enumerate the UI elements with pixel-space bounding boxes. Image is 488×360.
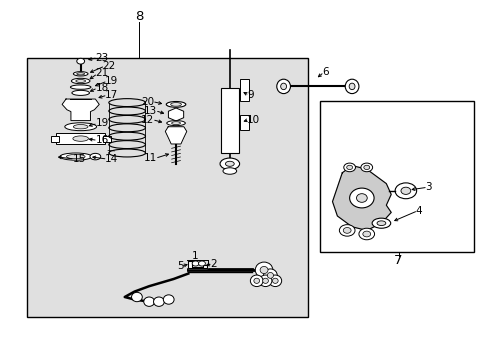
Text: 16: 16 xyxy=(95,135,108,145)
Ellipse shape xyxy=(253,278,259,283)
Ellipse shape xyxy=(60,153,92,160)
Circle shape xyxy=(362,231,370,237)
Ellipse shape xyxy=(70,85,91,89)
Ellipse shape xyxy=(259,275,271,287)
Circle shape xyxy=(346,165,352,170)
Ellipse shape xyxy=(356,194,366,202)
Ellipse shape xyxy=(76,80,85,82)
Ellipse shape xyxy=(131,292,142,302)
Ellipse shape xyxy=(72,90,89,95)
Ellipse shape xyxy=(349,188,373,208)
Text: 19: 19 xyxy=(95,118,108,129)
Text: 8: 8 xyxy=(135,10,143,23)
Ellipse shape xyxy=(280,83,286,90)
Ellipse shape xyxy=(143,297,154,306)
Circle shape xyxy=(192,261,199,266)
Ellipse shape xyxy=(223,168,236,174)
Ellipse shape xyxy=(263,269,277,282)
Text: 5: 5 xyxy=(176,261,183,271)
Text: 4: 4 xyxy=(415,206,422,216)
Ellipse shape xyxy=(255,262,272,278)
Text: 10: 10 xyxy=(246,114,260,125)
Ellipse shape xyxy=(225,161,234,166)
Ellipse shape xyxy=(77,73,84,75)
Text: 7: 7 xyxy=(393,255,402,267)
Circle shape xyxy=(77,58,84,64)
Ellipse shape xyxy=(276,79,290,94)
Text: 18: 18 xyxy=(95,83,108,93)
Circle shape xyxy=(400,187,410,194)
Text: 12: 12 xyxy=(141,114,154,125)
Text: 15: 15 xyxy=(72,154,85,164)
Text: 11: 11 xyxy=(144,153,157,163)
Text: 19: 19 xyxy=(105,76,118,86)
Text: 20: 20 xyxy=(141,96,154,107)
Text: 9: 9 xyxy=(246,90,253,100)
Text: 21: 21 xyxy=(95,68,108,78)
Ellipse shape xyxy=(171,122,180,125)
Ellipse shape xyxy=(220,158,239,170)
Ellipse shape xyxy=(262,278,268,283)
Polygon shape xyxy=(62,99,99,121)
Bar xyxy=(320,101,473,252)
Circle shape xyxy=(343,163,355,172)
Ellipse shape xyxy=(250,275,263,287)
Ellipse shape xyxy=(66,154,85,159)
Text: 3: 3 xyxy=(425,182,431,192)
Ellipse shape xyxy=(376,221,385,225)
Circle shape xyxy=(339,225,354,236)
Text: 14: 14 xyxy=(105,154,118,164)
Polygon shape xyxy=(188,261,206,268)
Bar xyxy=(221,88,238,153)
Bar xyxy=(27,58,307,317)
Ellipse shape xyxy=(166,121,185,126)
Text: 1: 1 xyxy=(192,251,199,261)
Circle shape xyxy=(394,183,416,199)
Text: 2: 2 xyxy=(210,258,217,269)
Text: 23: 23 xyxy=(95,53,108,63)
Text: 22: 22 xyxy=(102,61,116,71)
Ellipse shape xyxy=(260,266,267,274)
Circle shape xyxy=(360,163,372,172)
Ellipse shape xyxy=(345,79,358,94)
Polygon shape xyxy=(165,127,186,144)
Ellipse shape xyxy=(73,136,88,141)
Ellipse shape xyxy=(153,297,164,306)
Circle shape xyxy=(198,261,205,266)
Ellipse shape xyxy=(267,273,273,278)
Ellipse shape xyxy=(272,278,278,283)
Bar xyxy=(239,79,249,101)
Circle shape xyxy=(358,228,374,240)
Circle shape xyxy=(343,228,350,233)
Text: 6: 6 xyxy=(321,67,328,77)
Ellipse shape xyxy=(166,102,185,107)
Ellipse shape xyxy=(163,295,174,304)
Ellipse shape xyxy=(371,218,390,228)
Bar xyxy=(56,133,105,144)
Ellipse shape xyxy=(170,103,181,106)
Text: 13: 13 xyxy=(144,105,157,116)
Ellipse shape xyxy=(64,123,96,131)
Circle shape xyxy=(363,165,369,170)
Polygon shape xyxy=(332,166,390,230)
Bar xyxy=(51,136,59,142)
Ellipse shape xyxy=(73,125,88,129)
Bar xyxy=(239,115,249,130)
Ellipse shape xyxy=(73,72,88,76)
Ellipse shape xyxy=(90,153,101,160)
Bar xyxy=(103,136,110,142)
Ellipse shape xyxy=(71,78,90,84)
Ellipse shape xyxy=(268,275,281,287)
Ellipse shape xyxy=(348,83,354,90)
Text: 17: 17 xyxy=(105,90,118,100)
